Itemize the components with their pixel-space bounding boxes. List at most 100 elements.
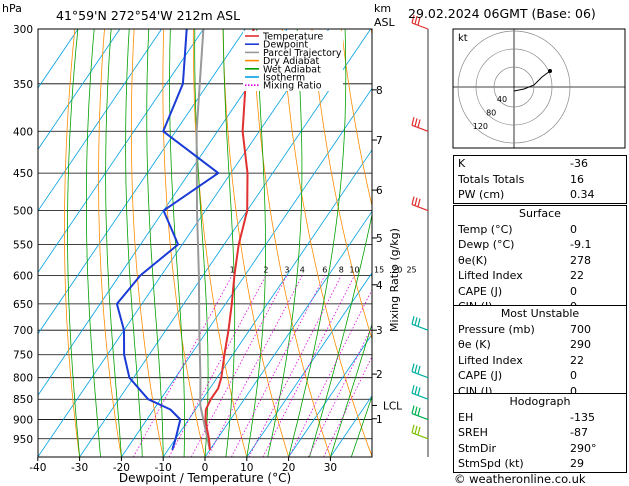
pressure-tick-label: 400: [13, 126, 33, 138]
pressure-tick-label: 550: [13, 239, 33, 251]
table-row-value: 290°: [570, 441, 597, 455]
table-row-value: 22: [570, 353, 584, 367]
mixing-ratio-label: 10: [349, 265, 359, 274]
table-row: θe (K) 290: [454, 337, 626, 353]
temp-tick-label: -40: [29, 462, 46, 474]
wet-adiabat-line: [350, 395, 372, 457]
table-row-value: 290: [570, 338, 591, 351]
mixing-ratio-label: 15: [374, 265, 384, 274]
table-row: CAPE (J) 0: [454, 368, 626, 384]
km-tick-label: 5: [376, 233, 383, 245]
location-label: 41°59'N 272°54'W 212m ASL: [56, 8, 240, 23]
dry-adiabat-line: [281, 29, 372, 457]
wet-adiabat-line: [288, 29, 347, 457]
isotherm-line: [38, 29, 288, 396]
mixing-ratio-label: 25: [406, 265, 416, 274]
wind-barb: [411, 316, 429, 331]
table-row-value: 29: [570, 457, 584, 470]
legend-label: Dry Adiabat: [263, 56, 320, 67]
surface-table: Surface Temp (°C) 0 Dewp (°C) -9.1 θe(K) 278 Li…: [453, 205, 627, 316]
unit-km: km: [374, 2, 391, 15]
hodograph-ring-label: 120: [473, 122, 488, 131]
isotherm-line: [204, 210, 372, 457]
wind-barb: [411, 385, 429, 400]
table-row: CAPE (J) 0: [454, 284, 626, 300]
wet-adiabat-line: [330, 322, 372, 457]
pressure-tick-label: 650: [13, 299, 33, 311]
table-row: StmDir 290°: [454, 441, 626, 457]
wind-barb: [411, 14, 429, 30]
pressure-tick-label: 500: [13, 206, 33, 218]
wind-barb: [411, 405, 429, 421]
isotherm-line: [38, 29, 204, 274]
pressure-tick-label: 700: [13, 325, 33, 337]
wet-adiabat-line: [105, 29, 122, 457]
table-row-value: 16: [570, 172, 584, 186]
isotherm-line: [38, 29, 330, 457]
table-row-value: 0.34: [570, 188, 595, 201]
table-row-value: 22: [570, 269, 584, 282]
mixing-ratio-label: 20: [392, 265, 402, 274]
mixing-ratio-line: [248, 275, 342, 457]
table-row-key: Dewp (°C): [458, 238, 515, 251]
pressure-tick-label: 750: [13, 350, 33, 362]
km-tick-label: 6: [376, 185, 383, 197]
wind-barb: [411, 196, 429, 212]
km-tick-label: 2: [376, 369, 383, 381]
table-row-value: -87: [570, 426, 588, 439]
table-section-title: Most Unstable: [454, 305, 626, 322]
table-row-value: -9.1: [570, 238, 592, 251]
isotherm-line: [38, 29, 246, 335]
table-row-value: 0: [570, 369, 577, 382]
wind-barb: [411, 424, 429, 440]
pressure-tick-label: 850: [13, 394, 33, 406]
wet-adiabat-line: [146, 29, 164, 457]
hodograph-endpoint: [548, 69, 552, 73]
lcl-label: LCL: [383, 400, 402, 412]
temp-tick-label: 20: [282, 462, 295, 474]
pressure-tick-label: 450: [13, 168, 33, 180]
pressure-tick-label: 950: [13, 434, 33, 446]
isotherm-line: [246, 272, 372, 457]
hodograph-trace: [513, 70, 551, 92]
temp-tick-label: 10: [240, 462, 253, 474]
table-row-key: Pressure (mb): [458, 322, 535, 336]
table-row-value: -36: [570, 157, 588, 170]
mixing-ratio-label: 1: [230, 265, 235, 274]
pressure-tick-label: 900: [13, 415, 33, 427]
hodograph-ring: [457, 30, 571, 144]
table-row: SREH -87: [454, 425, 626, 441]
isotherm-line: [38, 29, 121, 151]
table-row: Dewp (°C) -9.1: [454, 237, 626, 253]
legend-label: Isotherm: [263, 73, 305, 84]
hodograph-table: Hodograph EH -135 SREH -87 StmDir 290° StmSpd (…: [453, 393, 627, 473]
table-row-key: Temp (°C): [458, 222, 513, 236]
table-row: Lifted Index 22: [454, 268, 626, 284]
most-unstable-table: Most Unstable Pressure (mb) 700 θe (K) 290 Li…: [453, 305, 627, 400]
dry-adiabat-line: [64, 29, 80, 457]
table-row: Pressure (mb) 700: [454, 322, 626, 338]
dry-adiabat-line: [311, 29, 372, 341]
mixing-ratio-label: 8: [339, 265, 344, 274]
mixing-ratio-line: [262, 275, 355, 457]
table-row-key: CAPE (J): [458, 369, 503, 382]
date-label: 29.02.2024 06GMT (Base: 06): [408, 6, 596, 21]
table-row: EH -135: [454, 410, 626, 426]
isotherm-line: [38, 29, 79, 89]
mixing-ratio-line: [323, 355, 372, 457]
table-row-key: θe(K): [458, 253, 488, 267]
mixing-ratio-line: [231, 275, 326, 457]
mixing-ratio-label: 3: [284, 265, 289, 274]
table-row-key: StmSpd (kt): [458, 457, 524, 470]
temp-tick-label: 30: [324, 462, 337, 474]
km-tick-label: 8: [376, 85, 383, 97]
table-row: K -36: [454, 156, 626, 172]
table-row: StmSpd (kt) 29: [454, 456, 626, 472]
table-row-value: -135: [570, 410, 595, 424]
isotherm-line: [79, 29, 371, 457]
table-row-key: SREH: [458, 426, 488, 439]
table-row-key: PW (cm): [458, 188, 505, 201]
mixing-ratio-line: [307, 325, 372, 457]
